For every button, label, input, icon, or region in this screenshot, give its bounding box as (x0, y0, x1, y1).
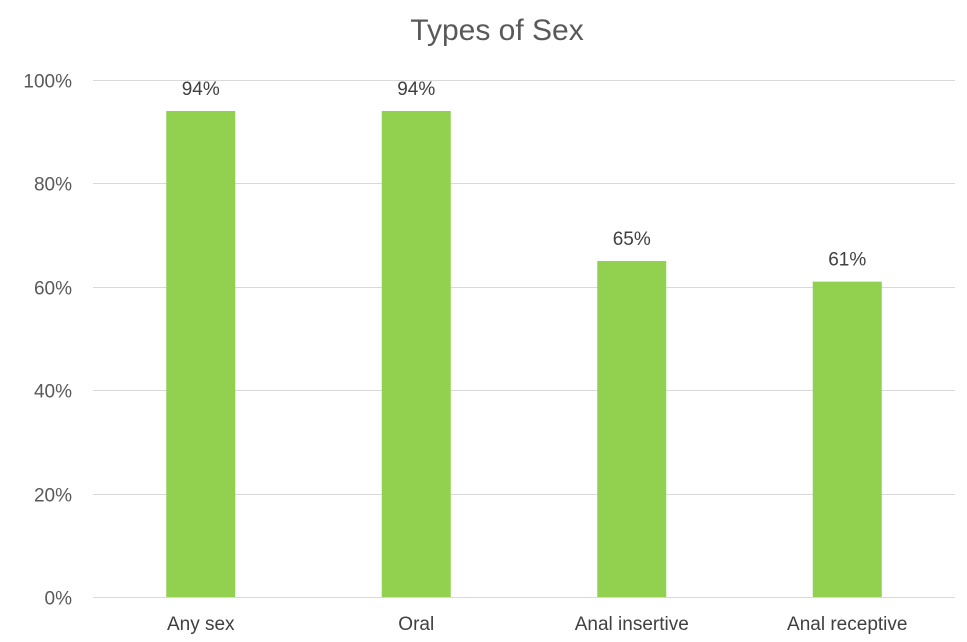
chart-title: Types of Sex (410, 14, 583, 47)
bar (166, 111, 236, 598)
category-label: Oral (398, 614, 434, 635)
data-label: 94% (182, 79, 220, 100)
category-label: Anal receptive (787, 614, 907, 635)
data-labels: 94% 94% 65% 61% (182, 79, 867, 271)
data-label: 94% (397, 79, 435, 100)
bar (381, 111, 451, 598)
category-label: Anal insertive (575, 614, 689, 635)
category-label: Any sex (167, 614, 235, 635)
y-tick-label: 0% (45, 589, 73, 610)
bars (166, 111, 882, 598)
data-label: 65% (613, 229, 651, 250)
y-axis-tick-labels: 0% 20% 40% 60% 80% 100% (23, 72, 72, 610)
data-label: 61% (828, 250, 866, 271)
y-tick-label: 80% (34, 175, 72, 196)
bar (812, 281, 882, 597)
bar (597, 260, 667, 597)
y-tick-label: 100% (23, 72, 72, 93)
y-tick-label: 60% (34, 279, 72, 300)
x-axis-category-labels: Any sex Oral Anal insertive Anal receptive (167, 614, 908, 635)
y-tick-label: 20% (34, 486, 72, 507)
gridlines (93, 80, 955, 598)
y-tick-label: 40% (34, 382, 72, 403)
